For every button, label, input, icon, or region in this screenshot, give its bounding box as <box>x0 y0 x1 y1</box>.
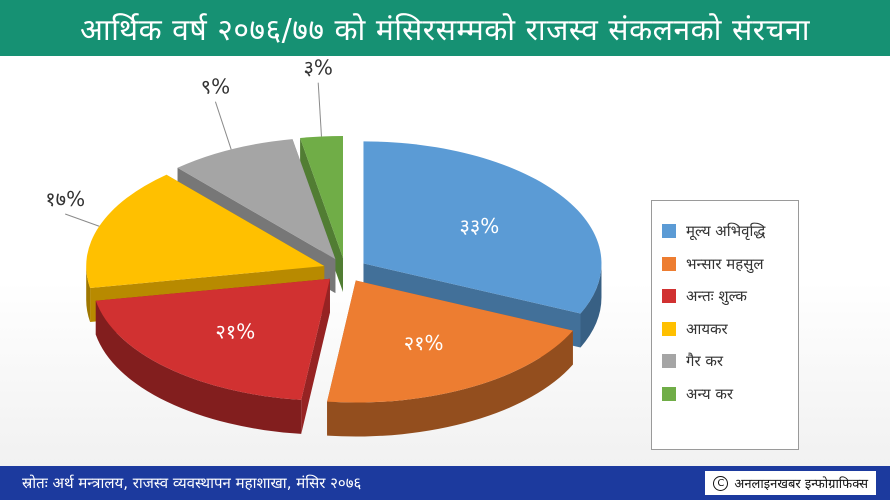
slice-top-2 <box>327 280 573 403</box>
legend-item: गैर कर <box>662 345 798 378</box>
page-title: आर्थिक वर्ष २०७६/७७ को मंसिरसम्मको राजस्… <box>80 12 810 48</box>
leader-line-6 <box>317 82 322 137</box>
data-label-5: ९% <box>201 75 230 99</box>
chart-legend: मूल्य अभिवृद्धि भन्सार महसुल अन्तः शुल्क आय… <box>651 200 799 450</box>
data-label-4: १७% <box>45 187 85 211</box>
slice-side-2 <box>327 330 573 437</box>
pie-slice-2 <box>327 280 573 437</box>
footer-bar: स्रोतः अर्थ मन्त्रालय, राजस्व व्यवस्थापन… <box>0 466 890 500</box>
legend-swatch <box>662 289 676 304</box>
legend-label: भन्सार महसुल <box>686 254 764 273</box>
legend-swatch <box>662 354 676 369</box>
slice-top-1 <box>363 141 602 314</box>
legend-swatch <box>662 321 676 336</box>
data-label-1: ३३% <box>459 214 499 238</box>
chart-area: ३३% २१% २१% १७% ९% ३% मूल्य अभिवृद्धि भन्सार म… <box>0 56 890 466</box>
leader-line-4 <box>65 213 100 227</box>
data-label-2: २१% <box>404 331 444 355</box>
slice-side-1 <box>580 263 602 348</box>
leader-line-5 <box>214 101 232 150</box>
legend-label: मूल्य अभिवृद्धि <box>686 222 766 241</box>
credit-text: अनलाइनखबर इन्फोग्राफिक्स <box>734 477 868 492</box>
source-text: स्रोतः अर्थ मन्त्रालय, राजस्व व्यवस्थापन… <box>22 474 362 492</box>
legend-label: गैर कर <box>686 352 724 371</box>
slice-top-3 <box>95 278 330 400</box>
legend-label: आयकर <box>686 319 728 338</box>
data-label-6: ३% <box>304 56 333 80</box>
legend-item: भन्सार महसुल <box>662 248 798 281</box>
legend-swatch <box>662 386 676 401</box>
legend-item: मूल्य अभिवृद्धि <box>662 215 798 248</box>
slice-side-4 <box>86 266 91 323</box>
legend-swatch <box>662 256 676 271</box>
credit-badge: C अनलाइनखबर इन्फोग्राफिक्स <box>705 471 876 495</box>
slice-top-5 <box>177 139 336 260</box>
data-label-3: २१% <box>215 319 255 343</box>
legend-item: अन्तः शुल्क <box>662 280 798 313</box>
slice-top-4 <box>86 174 325 289</box>
legend-label: अन्तः शुल्क <box>686 287 747 306</box>
pie-slice-3 <box>95 278 330 434</box>
legend-item: अन्य कर <box>662 378 798 411</box>
slice-top-6 <box>300 135 344 258</box>
slice-side-3 <box>95 300 302 434</box>
slice-wall-3-0 <box>301 278 330 434</box>
pie-chart: ३३% २१% २१% १७% ९% ३% <box>45 56 602 437</box>
copyright-icon: C <box>713 475 729 491</box>
legend-item: आयकर <box>662 313 798 346</box>
header-bar: आर्थिक वर्ष २०७६/७७ को मंसिरसम्मको राजस्… <box>0 0 890 56</box>
legend-label: अन्य कर <box>686 384 734 403</box>
legend-swatch <box>662 224 676 239</box>
